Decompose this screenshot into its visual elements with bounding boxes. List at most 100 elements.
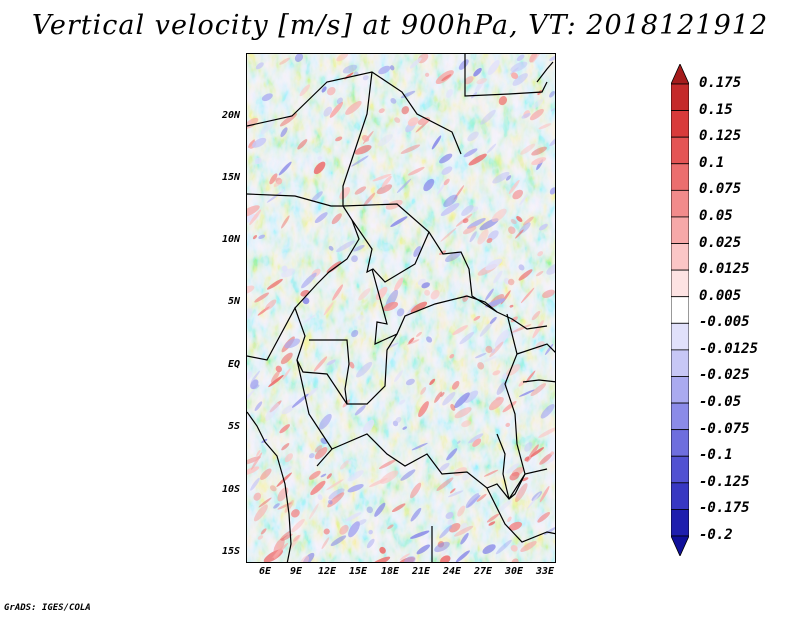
lon-tick-label: 24E [442,566,462,577]
velocity-patch [366,506,373,514]
velocity-patch [363,192,376,207]
velocity-patch [327,87,336,96]
lon-tick-label: 33E [535,566,555,577]
colorbar-segment [671,402,689,431]
velocity-patch [382,301,399,312]
velocity-patch [340,460,349,470]
velocity-patch [495,396,502,401]
velocity-patch [449,353,455,359]
velocity-patch [297,139,308,150]
velocity-patch [410,301,428,314]
velocity-patch [482,544,496,554]
velocity-patch [314,447,328,460]
velocity-patch [279,530,291,541]
velocity-patch [390,98,397,104]
velocity-patch [468,153,487,166]
velocity-patch [247,285,255,295]
velocity-patch [442,391,456,406]
velocity-patch [280,352,293,365]
velocity-patch [328,245,334,251]
velocity-patch [279,57,291,65]
velocity-patch [413,245,422,258]
velocity-patch [519,194,528,206]
velocity-patch [309,503,319,520]
country-borders [247,54,555,562]
velocity-patch [254,292,270,303]
velocity-patch [368,529,373,535]
velocity-patch [318,413,332,430]
velocity-patch [455,550,470,562]
velocity-patch [426,336,433,343]
lon-tick-label: 30E [504,566,524,577]
velocity-patch [509,304,514,308]
velocity-patch [252,384,260,390]
velocity-patch [264,299,277,311]
velocity-patch [317,494,323,501]
velocity-patch [282,368,291,380]
velocity-patch [539,486,550,503]
velocity-patch [487,230,499,241]
velocity-patch [467,218,486,229]
velocity-patch [270,370,280,383]
velocity-patch [526,444,539,463]
velocity-patch [521,112,531,119]
velocity-patch [525,370,536,384]
velocity-patch [536,270,544,277]
velocity-patch [489,341,504,358]
velocity-patch [477,229,489,245]
colorbar-segment [671,83,689,111]
velocity-patch [302,387,318,401]
map-panel[interactable] [246,53,556,563]
velocity-patch [538,427,555,438]
velocity-patch [254,157,262,165]
velocity-patch [495,539,512,555]
velocity-patch [345,512,362,522]
velocity-patch [366,538,375,549]
velocity-patch [402,426,407,430]
colorbar-segment [671,429,689,457]
velocity-patch [269,485,277,492]
colorbar-segment [671,269,689,298]
velocity-patch [439,525,453,539]
velocity-patch [261,93,273,102]
velocity-patch [434,541,450,553]
colorbar-label: 0.15 [699,101,733,118]
velocity-patch [507,516,512,523]
velocity-patch [510,316,518,323]
velocity-patch [268,374,284,388]
velocity-patch [479,321,494,337]
velocity-patch [508,179,520,195]
velocity-patch [260,468,272,480]
velocity-patch [327,499,333,505]
velocity-patch [347,470,364,482]
velocity-patch [423,178,435,192]
velocity-patch [326,479,344,491]
velocity-patch [492,171,510,184]
lon-tick-label: 21E [411,566,431,577]
velocity-patch [308,470,321,480]
lat-tick-label: 10S [221,484,240,495]
velocity-patch [284,338,301,349]
velocity-patch [358,288,371,301]
velocity-patch [537,251,544,257]
velocity-patch [332,284,344,301]
velocity-patch [255,62,264,70]
velocity-patch [497,500,512,513]
velocity-patch [351,329,359,338]
velocity-patch [416,331,422,337]
colorbar-segment [671,376,689,404]
velocity-patch [445,89,453,98]
velocity-patch [336,97,343,105]
colorbar-label: -0.1 [699,447,733,464]
velocity-patch [496,381,507,395]
velocity-patch [454,392,470,409]
velocity-patch [281,533,293,541]
velocity-patch [339,186,350,200]
velocity-patch [537,511,551,523]
velocity-patch [250,477,260,491]
velocity-patch [317,156,322,161]
velocity-patch [418,401,429,418]
velocity-patch [542,289,555,298]
colorbar-label: 0.005 [699,287,742,304]
lat-tick-label: 20N [221,110,240,121]
